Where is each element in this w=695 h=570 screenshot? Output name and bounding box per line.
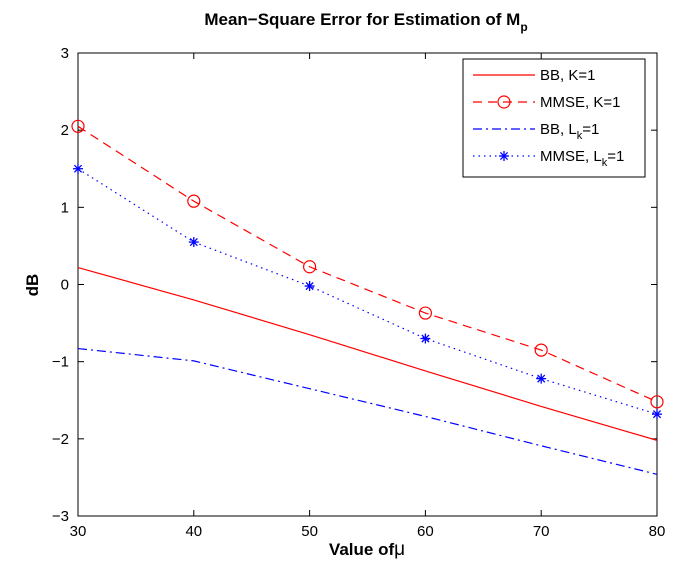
legend-label-tail: =1 <box>582 121 599 138</box>
y-tick-label: 0 <box>61 277 69 294</box>
x-tick-label: 60 <box>417 523 434 540</box>
series-3-point <box>188 237 199 248</box>
series-line-1 <box>77 125 658 403</box>
x-tick-label: 40 <box>185 523 202 540</box>
y-tick-label: 1 <box>61 199 69 216</box>
y-tick-label: −1 <box>52 354 69 371</box>
legend-label-main: MMSE, K=1 <box>540 94 620 111</box>
y-axis-title: dB <box>23 274 42 297</box>
legend-label-sub: k <box>577 130 583 142</box>
marker-layer <box>71 119 664 420</box>
legend-box <box>462 58 646 178</box>
series-1-point <box>71 119 85 133</box>
x-axis-title-text: Value of <box>329 540 395 559</box>
legend-marker-3 <box>499 151 509 161</box>
legend-label-0: BB, K=1 <box>540 67 595 84</box>
legend-label-main: MMSE, L <box>540 148 602 165</box>
series-1-point <box>187 194 201 208</box>
legend-label-tail: =1 <box>607 148 624 165</box>
x-tick-label: 80 <box>649 523 666 540</box>
chart-title-main: Mean−Square Error for Estimation of M <box>204 10 520 29</box>
chart-title: Mean−Square Error for Estimation of Mp <box>204 10 527 34</box>
legend-label-3: MMSE, Lk=1 <box>540 148 624 169</box>
legend-label-sub: k <box>602 157 608 169</box>
series-1-point <box>303 260 317 274</box>
y-tick-label: 3 <box>61 45 69 62</box>
x-tick-label: 70 <box>533 523 550 540</box>
x-axis-title: Value ofμ <box>329 539 405 560</box>
series-line-0 <box>77 266 658 441</box>
legend-label-main: BB, K=1 <box>540 67 595 84</box>
series-layer <box>77 125 658 475</box>
series-3-point <box>536 373 547 384</box>
x-tick-label: 30 <box>70 523 87 540</box>
series-line-2 <box>77 347 658 475</box>
legend-label-main: BB, L <box>540 121 577 138</box>
series-3-point <box>304 281 315 292</box>
series-3-point <box>420 333 431 344</box>
series-1-point <box>650 395 664 409</box>
y-tick-label: −3 <box>52 508 69 525</box>
chart-title-subscript: p <box>520 20 527 34</box>
y-tick-label: 2 <box>61 122 69 139</box>
series-1-point <box>418 306 432 320</box>
y-tick-label: −2 <box>52 431 69 448</box>
series-1-point <box>534 343 548 357</box>
x-tick-label: 50 <box>301 523 318 540</box>
mu-symbol: μ <box>394 539 405 560</box>
legend-label-2: BB, Lk=1 <box>540 121 599 142</box>
series-3-point <box>73 163 83 174</box>
legend-label-1: MMSE, K=1 <box>540 94 620 111</box>
axis-ticks: 30 40 50 60 70 80 −3 −2 −1 0 1 2 3 <box>52 45 665 540</box>
series-3-point <box>652 409 662 420</box>
legend-marker-1 <box>497 95 511 109</box>
